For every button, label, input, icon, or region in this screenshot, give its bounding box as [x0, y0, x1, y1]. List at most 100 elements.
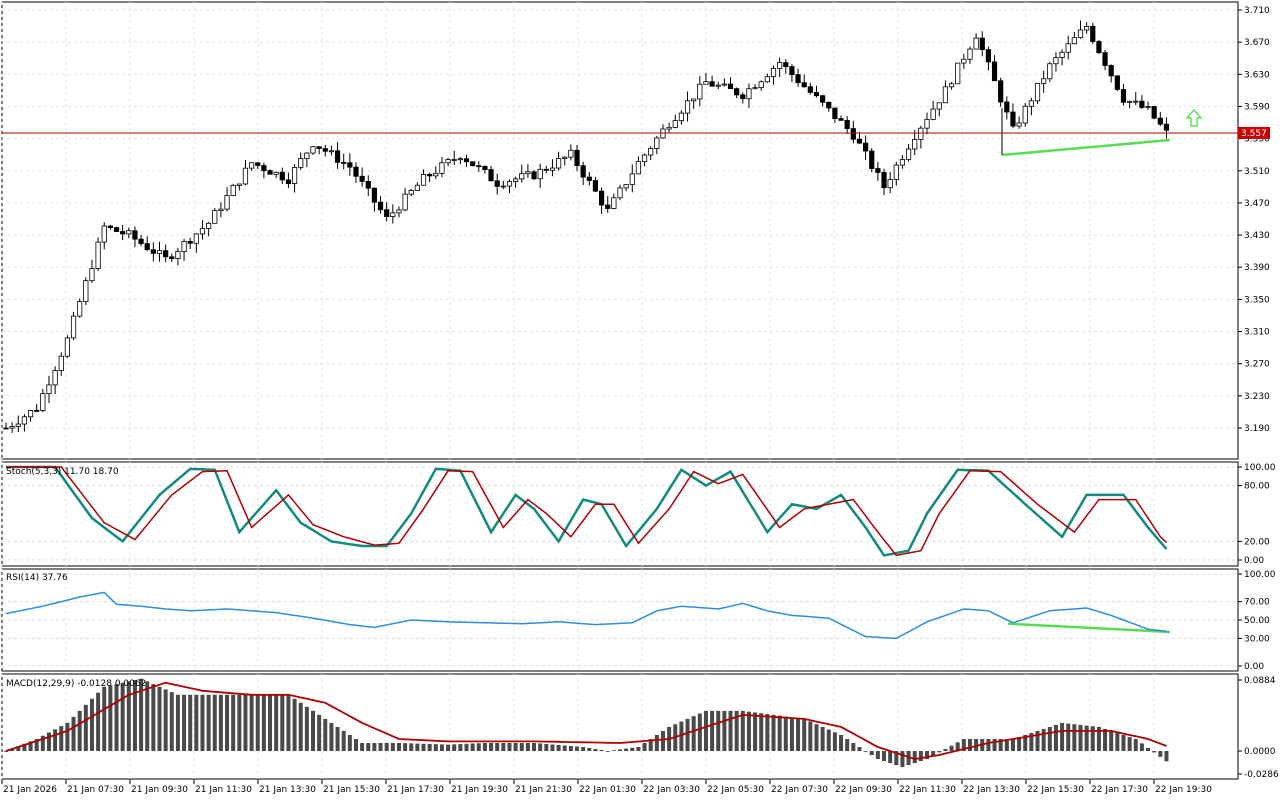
macd-histogram-bar: [556, 744, 561, 752]
stoch-tick-label: 20.00: [1244, 537, 1270, 547]
macd-histogram-bar: [182, 694, 187, 752]
candle-body: [1077, 29, 1084, 39]
macd-histogram-bar: [409, 743, 414, 752]
time-tick-label: 22 Jan 19:30: [1155, 785, 1212, 795]
macd-histogram-bar: [335, 726, 340, 752]
candle-body: [813, 92, 820, 97]
macd-histogram-bar: [765, 714, 770, 752]
macd-histogram-bar: [802, 718, 807, 752]
macd-histogram-bar: [918, 751, 923, 762]
macd-histogram-bar: [808, 721, 813, 752]
candle-body: [1139, 100, 1145, 108]
macd-histogram-bar: [550, 744, 555, 752]
last-price-label: 3.557: [1241, 129, 1267, 139]
macd-histogram-bar: [108, 685, 113, 752]
macd-histogram-bar: [71, 716, 76, 752]
macd-histogram-bar: [458, 744, 463, 752]
candle-body: [365, 180, 371, 189]
macd-histogram-bar: [605, 751, 610, 752]
candle-body: [654, 137, 660, 149]
last-price-box: [1238, 126, 1270, 139]
time-tick-label: 22 Jan 11:30: [899, 785, 956, 795]
macd-histogram-bar: [937, 751, 942, 753]
candle-body: [150, 249, 156, 254]
candle-body: [396, 209, 402, 214]
price-tick-label: 3.550: [1244, 135, 1270, 145]
macd-histogram-bar: [89, 698, 94, 752]
macd-histogram-bar: [132, 680, 137, 752]
price-tick-label: 3.630: [1244, 70, 1270, 80]
price-tick-label: 3.510: [1244, 167, 1270, 177]
macd-histogram-bar: [22, 743, 27, 752]
macd-histogram-bar: [77, 710, 82, 752]
macd-histogram-bar: [789, 717, 794, 752]
candle-body: [316, 146, 322, 149]
macd-histogram-bar: [783, 716, 788, 752]
candle-body: [758, 81, 764, 89]
time-tick-label: 22 Jan 03:30: [643, 785, 700, 795]
candle-body: [310, 146, 316, 154]
candle-body: [537, 168, 543, 180]
macd-histogram-bar: [955, 742, 960, 752]
time-tick-label: 22 Jan 15:30: [1027, 785, 1084, 795]
candle-body: [648, 148, 654, 156]
macd-histogram-bar: [482, 742, 487, 752]
candle-body: [617, 187, 623, 199]
candle-body: [924, 119, 930, 129]
grid-lines: [1, 2, 1238, 779]
macd-histogram-bar: [212, 694, 217, 752]
macd-histogram-bar: [4, 751, 8, 752]
time-tick-label: 22 Jan 05:30: [707, 785, 764, 795]
macd-histogram-bar: [169, 692, 174, 752]
macd-histogram-bar: [949, 745, 954, 752]
candle-body: [298, 158, 304, 168]
stoch-label: Stoch(5,3,3) 11.70 18.70: [6, 467, 119, 477]
macd-histogram-bar: [814, 724, 819, 752]
stoch-tick-label: 100.00: [1244, 463, 1276, 473]
macd-histogram-bar: [1010, 738, 1015, 752]
macd-label: MACD(12,29,9) -0.0128 0.0062: [6, 679, 146, 689]
candle-body: [979, 37, 985, 50]
candle-body: [727, 83, 734, 90]
candle-body: [930, 108, 936, 120]
macd-signal-line: [5, 681, 1167, 761]
candle-body: [218, 208, 224, 211]
candle-body: [820, 95, 826, 103]
candle-body: [1157, 117, 1163, 125]
macd-histogram-bar: [206, 694, 211, 752]
macd-histogram-bar: [611, 750, 616, 752]
macd-histogram-bar: [618, 749, 622, 752]
macd-histogram-bar: [654, 734, 659, 752]
price-tick-label: 3.590: [1244, 102, 1270, 112]
candle-body: [291, 167, 298, 184]
macd-histogram-bar: [353, 738, 358, 752]
candle-body: [985, 49, 992, 63]
macd-histogram-bar: [562, 745, 567, 752]
candle-body: [353, 166, 359, 177]
macd-histogram-bar: [728, 710, 733, 752]
candle-body: [568, 149, 574, 158]
candle-body: [267, 170, 273, 175]
candle-body: [586, 176, 592, 181]
candle-body: [101, 225, 107, 243]
candle-body: [242, 167, 249, 185]
rsi-label: RSI(14) 37.76: [6, 573, 68, 583]
macd-histogram-bar: [734, 710, 739, 752]
macd-histogram-bar: [630, 747, 635, 752]
macd-histogram-bar: [1109, 730, 1114, 752]
macd-histogram-bar: [900, 751, 905, 768]
time-tick-label: 22 Jan 17:30: [1091, 785, 1148, 795]
candle-body: [70, 315, 77, 339]
macd-histogram-bar: [888, 751, 893, 764]
rsi-tick-label: 70.00: [1244, 598, 1270, 608]
candle-body: [304, 152, 310, 160]
candle-body: [1028, 100, 1034, 107]
macd-histogram-bar: [304, 706, 309, 752]
macd-histogram-bar: [1066, 723, 1071, 752]
price-tick-label: 3.350: [1244, 295, 1270, 305]
macd-histogram-bar: [648, 738, 653, 752]
macd-histogram-bar: [96, 692, 101, 752]
macd-panel-frame: [1, 673, 1239, 780]
macd-histogram-bar: [439, 744, 444, 752]
